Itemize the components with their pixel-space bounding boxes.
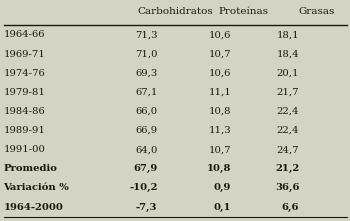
Text: 0,9: 0,9 bbox=[214, 183, 231, 192]
Text: -7,3: -7,3 bbox=[136, 202, 158, 211]
Text: 22,4: 22,4 bbox=[277, 126, 299, 135]
Text: 1979-81: 1979-81 bbox=[4, 88, 46, 97]
Text: Variación %: Variación % bbox=[4, 183, 69, 192]
Text: 36,6: 36,6 bbox=[275, 183, 299, 192]
Text: 11,1: 11,1 bbox=[208, 88, 231, 97]
Text: 64,0: 64,0 bbox=[135, 145, 158, 154]
Text: 0,1: 0,1 bbox=[214, 202, 231, 211]
Text: 67,9: 67,9 bbox=[133, 164, 158, 173]
Text: 10,8: 10,8 bbox=[206, 164, 231, 173]
Text: 1969-71: 1969-71 bbox=[4, 50, 45, 59]
Text: Grasas: Grasas bbox=[299, 7, 335, 16]
Text: 71,3: 71,3 bbox=[135, 30, 158, 40]
Text: Carbohidratos: Carbohidratos bbox=[137, 7, 213, 16]
Text: Promedio: Promedio bbox=[4, 164, 57, 173]
Text: 67,1: 67,1 bbox=[135, 88, 158, 97]
Text: Proteínas: Proteínas bbox=[218, 7, 268, 16]
Text: 1991-00: 1991-00 bbox=[4, 145, 46, 154]
Text: 22,4: 22,4 bbox=[277, 107, 299, 116]
Text: 1984-86: 1984-86 bbox=[4, 107, 45, 116]
Text: 1964-66: 1964-66 bbox=[4, 30, 45, 40]
Text: 71,0: 71,0 bbox=[135, 50, 158, 59]
Text: 21,2: 21,2 bbox=[275, 164, 299, 173]
Text: 18,1: 18,1 bbox=[276, 30, 299, 40]
Text: 21,7: 21,7 bbox=[277, 88, 299, 97]
Text: 20,1: 20,1 bbox=[277, 69, 299, 78]
Text: 1989-91: 1989-91 bbox=[4, 126, 46, 135]
Text: 66,0: 66,0 bbox=[135, 107, 158, 116]
Text: -10,2: -10,2 bbox=[129, 183, 158, 192]
Text: 6,6: 6,6 bbox=[282, 202, 299, 211]
Text: 66,9: 66,9 bbox=[135, 126, 158, 135]
Text: 10,7: 10,7 bbox=[209, 145, 231, 154]
Text: 10,7: 10,7 bbox=[209, 50, 231, 59]
Text: 24,7: 24,7 bbox=[277, 145, 299, 154]
Text: 18,4: 18,4 bbox=[276, 50, 299, 59]
Text: 69,3: 69,3 bbox=[135, 69, 158, 78]
Text: 1964-2000: 1964-2000 bbox=[4, 202, 63, 211]
Text: 1974-76: 1974-76 bbox=[4, 69, 45, 78]
Text: 10,6: 10,6 bbox=[209, 30, 231, 40]
Text: 11,3: 11,3 bbox=[208, 126, 231, 135]
Text: 10,8: 10,8 bbox=[209, 107, 231, 116]
Text: 10,6: 10,6 bbox=[209, 69, 231, 78]
